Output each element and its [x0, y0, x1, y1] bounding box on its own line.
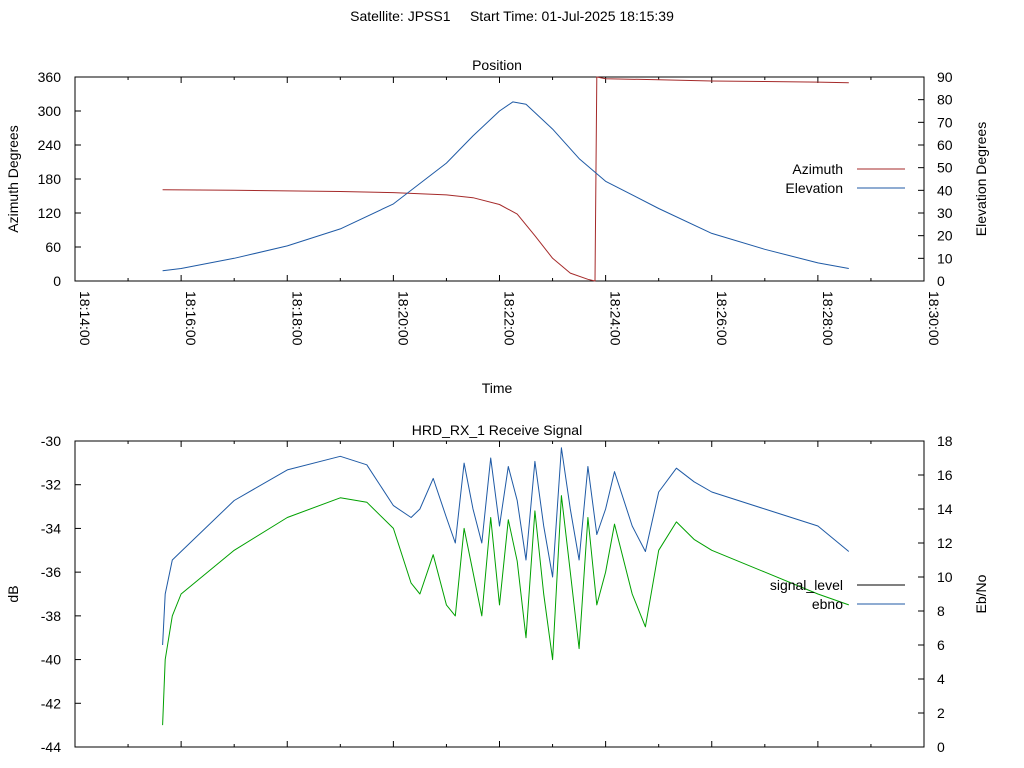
receive-signal-y2-tick-label: 12 — [937, 535, 953, 551]
ebno-series-line — [162, 447, 850, 646]
receive-signal-plot-frame — [74, 440, 925, 748]
position-y2-tick-label: 70 — [937, 114, 953, 130]
position-y2-tick-label: 60 — [937, 137, 953, 153]
position-x-tick-label: 18:26:00 — [714, 291, 730, 346]
receive-signal-y-tick-label: -32 — [41, 477, 61, 493]
position-series — [162, 76, 849, 282]
receive-signal-y-tick-label: -36 — [41, 564, 61, 580]
position-ticks: 18:14:00 18:16:00 18:18:00 18:20:00 18:22:00… — [38, 69, 953, 346]
position-x-tick-label: 18:14:00 — [77, 291, 93, 346]
receive-signal-y-tick-label: -38 — [41, 608, 61, 624]
position-y2-axis-label: Elevation Degrees — [973, 122, 989, 236]
azimuth-series-line — [162, 76, 849, 282]
receive-signal-series — [162, 447, 850, 726]
position-y2-tick-label: 50 — [937, 160, 953, 176]
receive-signal-y2-axis-label: Eb/No — [973, 574, 989, 613]
receive-signal-y-tick-label: -40 — [41, 652, 61, 668]
receive-signal-y-tick-label: -30 — [41, 433, 61, 449]
elevation-legend-label: Elevation — [785, 180, 843, 196]
position-x-tick-label: 18:22:00 — [502, 291, 518, 346]
position-y2-tick-label: 20 — [937, 228, 953, 244]
satellite-label: Satellite: JPSS1 — [350, 8, 451, 24]
receive-signal-y2-tick-label: 6 — [937, 637, 945, 653]
position-y2-tick-label: 30 — [937, 205, 953, 221]
ebno-legend-label: ebno — [812, 596, 843, 612]
receive-signal-y-tick-label: -44 — [41, 739, 61, 755]
position-x-tick-label: 18:16:00 — [183, 291, 199, 346]
position-y2-tick-label: 10 — [937, 250, 953, 266]
receive-signal-y-tick-label: -42 — [41, 695, 61, 711]
position-x-axis-label: Time — [482, 380, 513, 396]
position-y2-tick-label: 40 — [937, 182, 953, 198]
main-title: Satellite: JPSS1 Start Time: 01-Jul-2025… — [0, 8, 1024, 24]
position-x-tick-label: 18:18:00 — [289, 291, 305, 346]
position-chart: Position Azimuth Degrees Elevation Degre… — [5, 57, 989, 396]
receive-signal-ticks: -44 -42 -40 -38 -36 -34 -32 -30 0 2 4 6 8 10 12 14 16 18 — [41, 433, 953, 755]
position-y-tick-label: 120 — [38, 205, 62, 221]
receive-signal-y2-tick-label: 2 — [937, 705, 945, 721]
elevation-series-line — [162, 101, 849, 272]
receive-signal-y2-tick-label: 0 — [937, 739, 945, 755]
position-y-tick-label: 60 — [45, 239, 61, 255]
receive-signal-y2-tick-label: 14 — [937, 501, 953, 517]
receive-signal-chart-title: HRD_RX_1 Receive Signal — [412, 422, 582, 438]
position-y2-tick-label: 0 — [937, 273, 945, 289]
receive-signal-y-axis-label: dB — [5, 585, 21, 602]
signal-level-legend-label: signal_level — [770, 577, 843, 593]
position-x-tick-label: 18:28:00 — [820, 291, 836, 346]
start-time-label: Start Time: 01-Jul-2025 18:15:39 — [469, 8, 674, 24]
position-y2-tick-label: 80 — [937, 92, 953, 108]
receive-signal-y2-tick-label: 10 — [937, 569, 953, 585]
receive-signal-y2-tick-label: 8 — [937, 603, 945, 619]
position-x-tick-label: 18:30:00 — [926, 291, 942, 346]
position-y-tick-label: 180 — [38, 171, 62, 187]
position-plot-frame — [74, 76, 925, 282]
receive-signal-y2-tick-label: 4 — [937, 671, 945, 687]
receive-signal-chart: HRD_RX_1 Receive Signal dB Eb/No -44-42-… — [5, 422, 989, 755]
position-y-axis-label: Azimuth Degrees — [5, 125, 21, 232]
receive-signal-y2-tick-label: 18 — [937, 433, 953, 449]
position-x-tick-label: 18:20:00 — [395, 291, 411, 346]
position-chart-title: Position — [472, 57, 522, 73]
position-y2-tick-label: 90 — [937, 69, 953, 85]
position-y-tick-label: 360 — [38, 69, 62, 85]
position-y-tick-label: 0 — [53, 273, 61, 289]
position-y-tick-label: 240 — [38, 137, 62, 153]
azimuth-legend-label: Azimuth — [792, 161, 843, 177]
position-legend: Azimuth Elevation — [785, 161, 905, 196]
position-x-tick-label: 18:24:00 — [608, 291, 624, 346]
receive-signal-y-tick-label: -34 — [41, 520, 61, 536]
signal-level-series-line — [162, 495, 849, 726]
position-y-tick-label: 300 — [38, 103, 62, 119]
receive-signal-y2-tick-label: 16 — [937, 467, 953, 483]
